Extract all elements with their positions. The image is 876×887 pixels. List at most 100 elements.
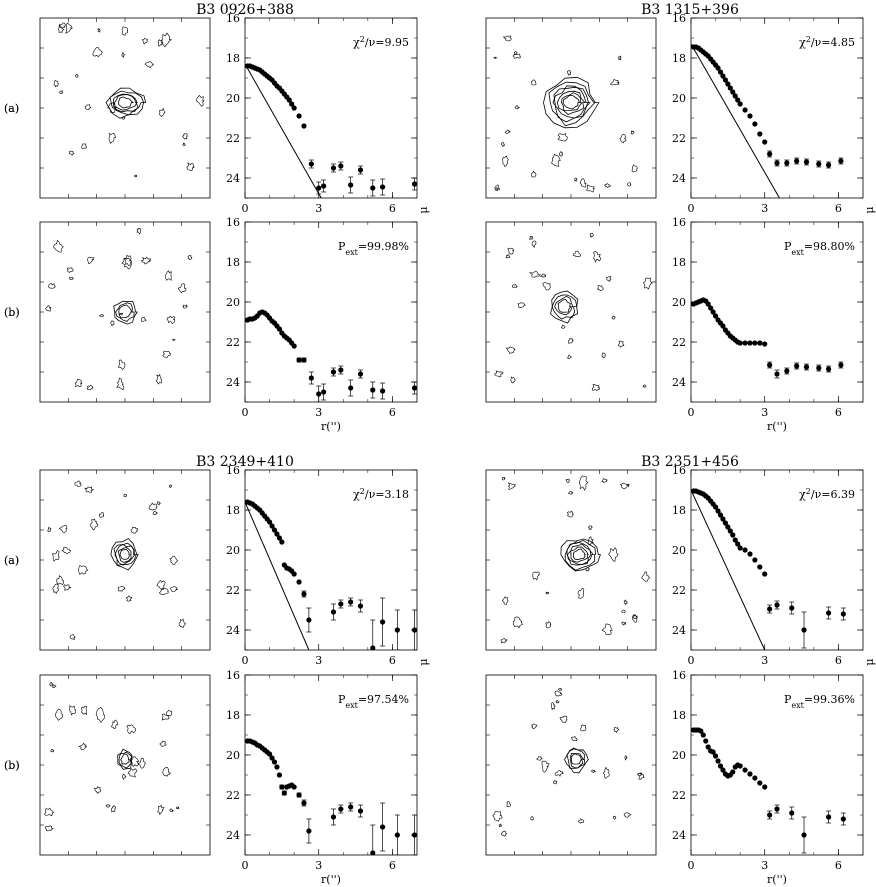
noise-contour xyxy=(99,512,105,518)
noise-contour xyxy=(44,825,55,832)
noise-contour xyxy=(158,107,166,118)
x-tick-label: 6 xyxy=(835,406,842,419)
data-point xyxy=(747,113,753,119)
annotation-part: /ν=4.85 xyxy=(811,36,855,49)
noise-contour xyxy=(621,621,627,626)
data-point xyxy=(411,181,417,187)
noise-contour xyxy=(498,823,503,828)
data-point xyxy=(271,527,278,533)
noise-contour xyxy=(52,550,60,562)
source-contour xyxy=(554,295,574,316)
noise-contour xyxy=(81,143,87,150)
noise-contour xyxy=(169,484,172,489)
data-point xyxy=(269,755,275,761)
noise-contour xyxy=(568,337,574,344)
noise-contour xyxy=(140,316,147,322)
x-tick-label: 6 xyxy=(835,654,842,667)
data-point xyxy=(747,340,753,346)
plot-frame xyxy=(690,469,864,651)
noise-contour xyxy=(559,715,568,724)
noise-contour xyxy=(121,51,126,59)
y-tick-label: 16 xyxy=(226,216,240,229)
noise-contour xyxy=(111,719,119,729)
panel-label: (a) xyxy=(4,554,19,567)
noise-contour xyxy=(92,47,103,58)
x-axis-label: r('') xyxy=(767,873,787,886)
noise-contour xyxy=(141,38,149,45)
data-point xyxy=(757,780,763,786)
psf-fit-line xyxy=(691,43,780,198)
data-point xyxy=(380,824,386,830)
x-tick-label: 6 xyxy=(389,406,396,419)
data-point xyxy=(296,357,302,363)
noise-contour xyxy=(52,684,57,689)
image-frame xyxy=(485,17,657,199)
data-point xyxy=(370,185,376,191)
data-point xyxy=(703,738,709,744)
noise-contour xyxy=(512,53,521,59)
row-a: (a) 16 18 20 22 24 0 3 6 μ χ2/ν=9.95 xyxy=(4,12,430,215)
noise-contour xyxy=(170,585,179,592)
data-point xyxy=(720,516,726,522)
annotation-part: ext xyxy=(345,248,358,257)
data-point xyxy=(720,73,726,79)
noise-contour xyxy=(586,184,595,193)
y-axis-label: μ xyxy=(417,658,430,665)
data-point xyxy=(794,158,800,164)
noise-contour xyxy=(514,51,518,56)
noise-contour xyxy=(166,315,176,325)
data-point xyxy=(826,814,832,820)
noise-contour xyxy=(530,816,534,821)
noise-contour xyxy=(505,254,511,259)
noise-contour xyxy=(164,270,172,281)
source-contour xyxy=(105,87,147,119)
noise-contour xyxy=(611,315,616,320)
panel-label: (a) xyxy=(4,554,19,567)
annotation-part: 2 xyxy=(806,35,811,44)
plot-area xyxy=(245,738,417,855)
data-point xyxy=(705,744,711,750)
noise-contour xyxy=(591,769,596,773)
data-point xyxy=(742,107,748,113)
y-tick-label: 20 xyxy=(672,296,686,309)
data-point xyxy=(789,810,795,816)
source-contour xyxy=(113,542,137,566)
data-point xyxy=(737,763,743,769)
data-point xyxy=(306,828,312,834)
data-point xyxy=(710,309,716,315)
noise-contour xyxy=(608,547,619,562)
noise-contour xyxy=(630,130,635,135)
data-point xyxy=(301,591,307,597)
x-tick-label: 3 xyxy=(761,406,768,419)
source-contour xyxy=(557,298,573,313)
data-point xyxy=(816,161,822,167)
noise-contour xyxy=(58,524,68,533)
data-point xyxy=(717,512,724,518)
noise-contour xyxy=(554,690,563,697)
annotation-part: P xyxy=(338,693,346,706)
data-point xyxy=(306,617,312,623)
noise-contour xyxy=(551,153,561,167)
noise-contour xyxy=(140,256,152,265)
noise-contour xyxy=(572,250,582,257)
row-b: (b) 16 18 20 22 24 0 3 6 r('') Pext=99.98% xyxy=(4,216,418,433)
data-point xyxy=(774,371,780,377)
source-contour xyxy=(115,302,135,322)
plot-area xyxy=(245,309,417,402)
noise-contour xyxy=(641,571,651,582)
data-point xyxy=(357,167,364,173)
y-tick-label: 22 xyxy=(226,584,240,597)
annotation-part: =99.98% xyxy=(358,240,409,253)
noise-contour xyxy=(169,808,175,813)
data-point xyxy=(737,545,743,551)
noise-contour xyxy=(530,79,537,86)
plot-area xyxy=(691,297,844,379)
noise-contour xyxy=(166,709,172,717)
data-point xyxy=(316,391,322,397)
x-axis-label: r('') xyxy=(321,873,341,886)
data-point xyxy=(296,113,302,119)
noise-contour xyxy=(577,587,585,599)
noise-contour xyxy=(53,239,64,253)
x-tick-label: 0 xyxy=(242,859,249,872)
